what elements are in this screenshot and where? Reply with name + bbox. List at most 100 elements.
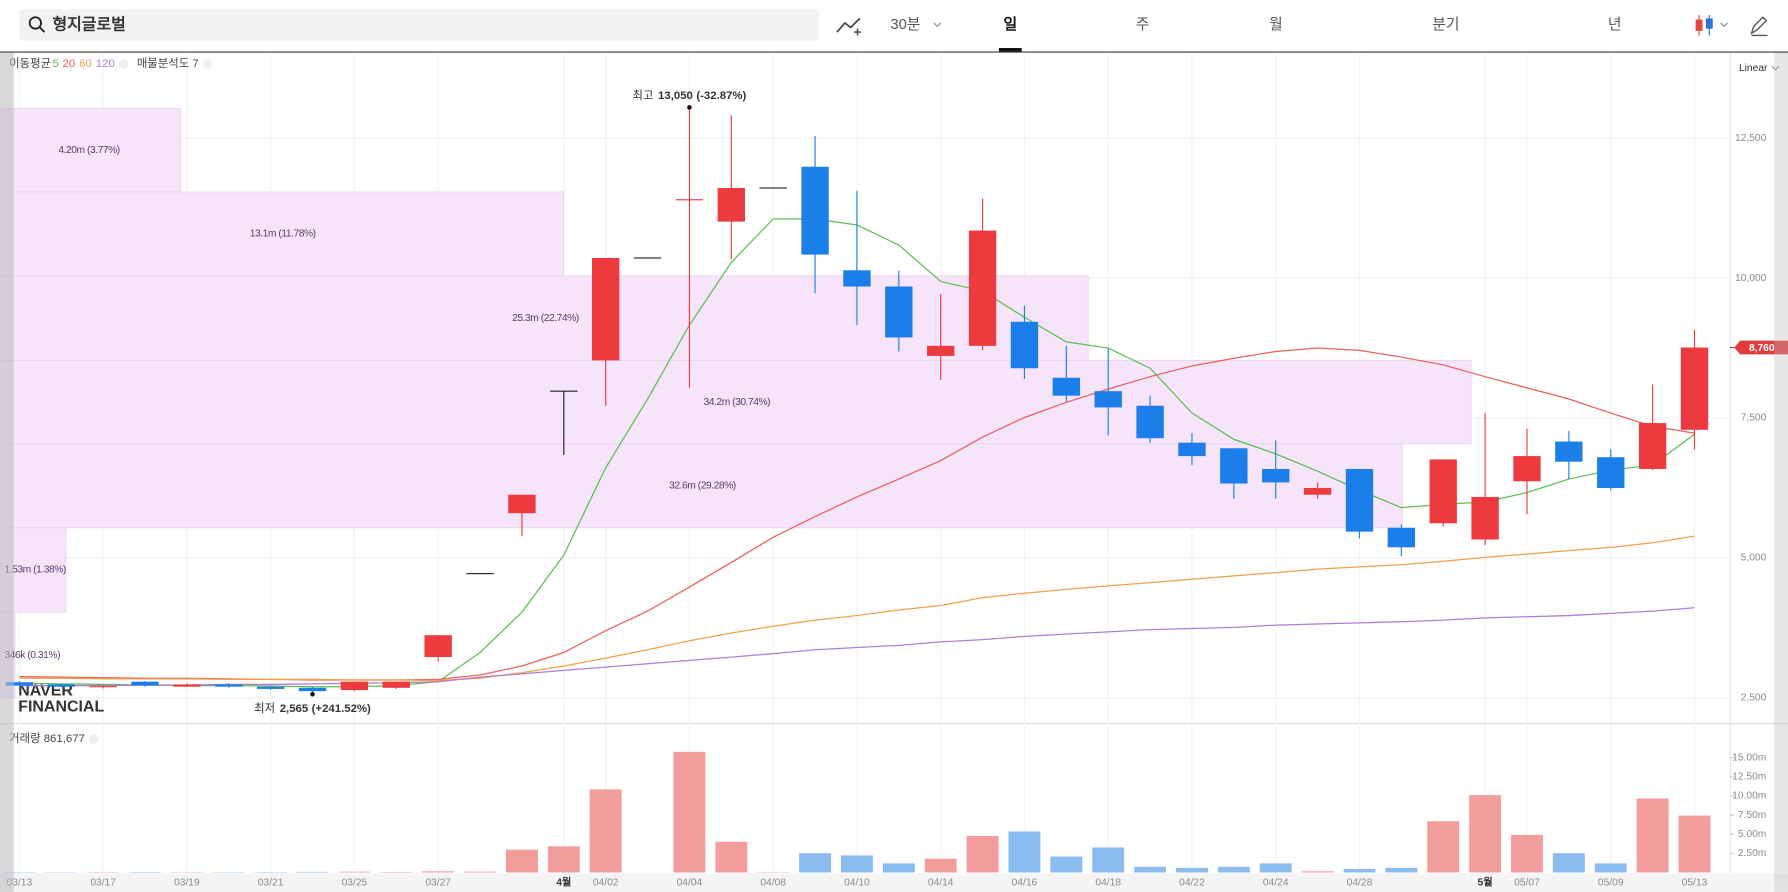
- chevron: [1720, 22, 1728, 28]
- last-price-tag: [1734, 340, 1788, 355]
- candle-body: [1345, 468, 1374, 532]
- candle-body: [5, 682, 34, 686]
- volume-bar: [1427, 821, 1460, 873]
- volume-bar: [1469, 795, 1502, 873]
- side-strip: [0, 52, 14, 892]
- tab-underline: [998, 48, 1022, 52]
- candle-layer: [5, 107, 1709, 695]
- profile-legend[interactable]: 매물분석도 7: [137, 57, 199, 70]
- period-tab[interactable]: 분기: [1432, 16, 1459, 33]
- candle-body: [759, 187, 787, 189]
- x-tick-label: 03/17: [90, 877, 116, 888]
- extreme-label-text: 최고: [633, 89, 654, 102]
- candle-body: [885, 286, 913, 338]
- profile-label: 34.2m (30.74%): [704, 397, 771, 408]
- volume-bar: [505, 849, 538, 873]
- candle-body: [675, 199, 704, 201]
- candle-body: [1220, 448, 1248, 484]
- candle-body: [1680, 347, 1709, 430]
- volume-bar: [1678, 815, 1711, 873]
- profile-band: [0, 443, 1403, 529]
- close-icon[interactable]: [202, 59, 213, 69]
- profile-label: 32.6m (29.28%): [669, 480, 736, 491]
- search-box[interactable]: [19, 9, 819, 42]
- x-tick-label: 05/07: [1514, 877, 1540, 888]
- volume-bar: [1259, 863, 1292, 873]
- volume-title: 거래량 861,677: [9, 732, 85, 745]
- volume-bar: [1175, 867, 1208, 873]
- volume-bar: [1594, 863, 1627, 873]
- legend-entry[interactable]: 120: [96, 58, 115, 70]
- volume-bar: [1092, 847, 1125, 873]
- y-tick-label: 5.00m: [1738, 829, 1767, 840]
- extreme-value: 13,050: [658, 90, 693, 102]
- scale-label[interactable]: Linear: [1739, 63, 1768, 74]
- y-tick-label: 10,000: [1735, 273, 1767, 284]
- chart-type-icon[interactable]: [1695, 14, 1728, 36]
- y-tick-label: 5,000: [1741, 553, 1767, 564]
- period-tab[interactable]: 년: [1608, 16, 1622, 33]
- candle-body: [1010, 321, 1039, 369]
- candle-body: [927, 345, 955, 356]
- volume-bar: [882, 863, 915, 873]
- legend-entry[interactable]: 60: [79, 58, 92, 70]
- volume-bar: [547, 846, 580, 873]
- extreme-label: 최고 13,050 (-32.87%): [633, 89, 747, 102]
- close-icon[interactable]: [119, 59, 129, 69]
- period-tab[interactable]: 월: [1269, 16, 1283, 33]
- period-tab[interactable]: 일: [1003, 16, 1017, 33]
- x-tick-label: 04/28: [1347, 877, 1373, 888]
- legend-entry[interactable]: 20: [62, 58, 75, 70]
- x-tick-label: 03/13: [7, 877, 33, 888]
- volume-bar: [1134, 866, 1167, 873]
- x-tick-label: 05/13: [1682, 877, 1708, 888]
- x-tick-label: 03/25: [342, 877, 368, 888]
- candle-body: [550, 390, 578, 392]
- candle-body: [843, 270, 871, 287]
- x-tick-label: 03/19: [174, 877, 200, 888]
- x-tick-label: 4월: [556, 875, 571, 888]
- candle-body: [1303, 488, 1332, 495]
- period-tab[interactable]: 주: [1136, 17, 1150, 33]
- period-tab[interactable]: 30분: [890, 17, 920, 33]
- candle-body: [1638, 423, 1667, 469]
- chevron: [933, 22, 942, 28]
- x-tick-label: 04/08: [760, 877, 786, 888]
- candle-body: [1471, 496, 1499, 540]
- candle-body: [256, 686, 285, 689]
- date-axis-band: [0, 873, 1788, 892]
- candle-body: [717, 188, 745, 222]
- y-tick-label: 2.50m: [1738, 848, 1767, 859]
- x-tick-label: 03/21: [258, 877, 284, 888]
- toolbar: 형지글로벌: [0, 9, 1788, 53]
- extreme-value: 2,565: [280, 703, 309, 715]
- volume-layer: [3, 751, 1711, 873]
- volume-bar: [715, 841, 748, 873]
- x-tick-label: 04/24: [1263, 877, 1289, 888]
- x-tick-label: 04/22: [1179, 877, 1205, 888]
- search-icon: [28, 16, 42, 30]
- volume-bar: [799, 853, 832, 873]
- candle-body: [215, 684, 243, 687]
- search-text[interactable]: 형지글로벌: [52, 14, 125, 33]
- volume-bar: [673, 751, 706, 873]
- close-icon[interactable]: [88, 734, 99, 744]
- volume-bar: [338, 871, 371, 873]
- volume-bar: [1385, 867, 1418, 873]
- moving-average-line: [19, 607, 1695, 687]
- candle-body: [1429, 459, 1457, 524]
- volume-bar: [1343, 869, 1376, 873]
- x-tick-label: 03/27: [425, 877, 451, 888]
- extreme-label-text: 최저: [254, 702, 275, 715]
- candle-body: [1052, 377, 1081, 396]
- candle-body: [633, 257, 662, 259]
- icon-rect: [1705, 18, 1713, 29]
- candle-body: [131, 681, 159, 686]
- draw-icon[interactable]: [1750, 16, 1768, 37]
- indicator-icon[interactable]: [836, 17, 861, 33]
- legend-entry[interactable]: 5: [52, 58, 58, 70]
- x-tick-label: 5월: [1478, 875, 1493, 888]
- candle-body: [591, 257, 620, 361]
- last-price-label: 8,760: [1749, 343, 1775, 354]
